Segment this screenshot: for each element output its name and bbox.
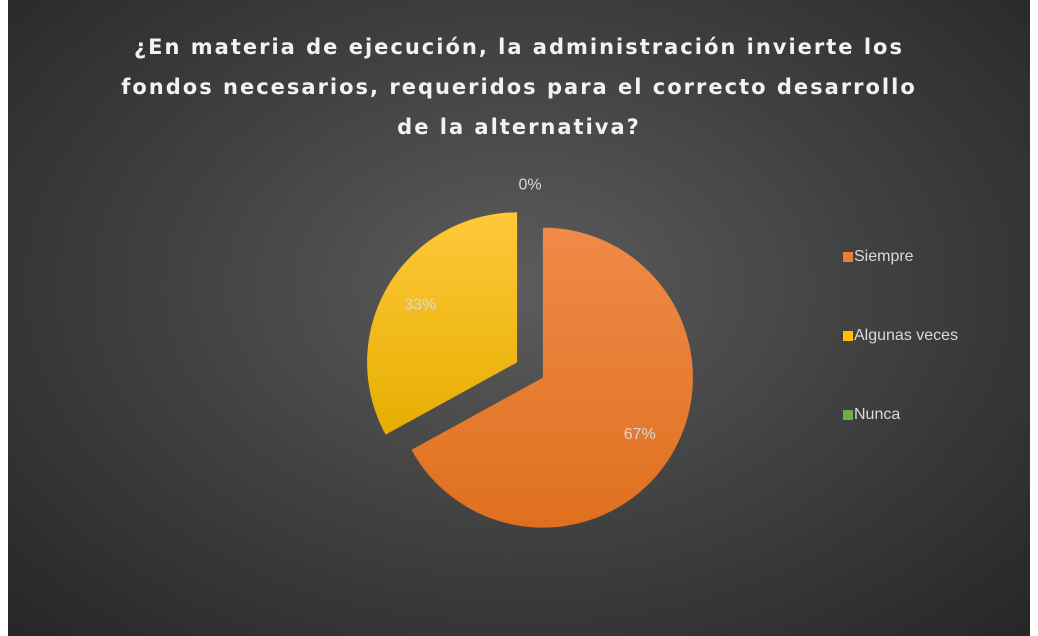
legend-label: Algunas veces	[854, 327, 958, 344]
legend-label: Nunca	[854, 406, 900, 423]
legend-swatch	[843, 252, 853, 262]
pie-slice	[411, 227, 693, 528]
legend-swatch	[843, 410, 853, 420]
chart-background	[8, 0, 1030, 636]
legend-swatch	[843, 331, 853, 341]
pie-slice	[367, 212, 518, 435]
data-label: 0%	[518, 177, 541, 194]
legend-label: Siempre	[854, 248, 914, 265]
data-label: 33%	[404, 296, 436, 313]
data-label: 67%	[624, 426, 656, 443]
chart-title: ¿En materia de ejecución, la administrac…	[121, 35, 917, 139]
